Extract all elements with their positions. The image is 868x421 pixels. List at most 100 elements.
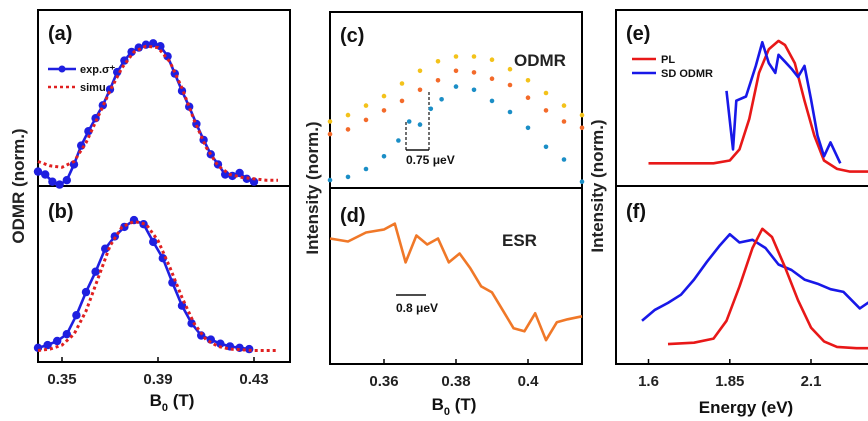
marker-a-6	[77, 141, 85, 149]
point-c-s0-6	[436, 59, 441, 64]
point-c-s2-13	[526, 126, 531, 131]
ylabel-right: Intensity (norm.)	[588, 119, 607, 252]
point-c-s1-2	[364, 118, 369, 123]
marker-a-0	[34, 167, 42, 175]
point-c-s1-13	[562, 119, 567, 124]
marker-a-1	[41, 170, 49, 178]
marker-b-4	[72, 311, 80, 319]
x-tick-label-f-2: 2.1	[801, 373, 822, 390]
point-c-s1-6	[436, 78, 441, 83]
point-c-s0-5	[418, 69, 423, 74]
panel-title-d: ESR	[502, 231, 537, 250]
point-c-s1-11	[526, 95, 531, 100]
legend-a: exp.σ⁺ simu.	[48, 64, 116, 94]
annotation-d: 0.8 μeV	[396, 295, 438, 315]
point-c-s0-9	[490, 57, 495, 62]
legend-a-exp-text: exp.σ⁺	[80, 64, 116, 76]
legend-e: PL SD ODMR	[632, 54, 713, 80]
legend-e-pl-text: PL	[661, 54, 675, 66]
point-c-s2-12	[508, 110, 513, 115]
frame-c	[330, 12, 582, 188]
point-c-s0-8	[472, 54, 477, 59]
panel-label-f: (f)	[626, 201, 646, 223]
annotation-d-text: 0.8 μeV	[396, 301, 438, 315]
point-c-s2-16	[580, 179, 585, 184]
point-c-s1-7	[454, 69, 459, 74]
legend-a-simu-text: simu.	[80, 82, 109, 94]
marker-b-12	[149, 238, 157, 246]
point-c-s1-9	[490, 76, 495, 81]
panel-label-c: (c)	[340, 25, 364, 47]
x-tick-label-b-1: 0.39	[143, 371, 172, 388]
point-c-s1-10	[508, 83, 513, 88]
point-c-s2-2	[364, 167, 369, 172]
point-c-s2-3	[382, 154, 387, 159]
point-c-s2-11	[490, 99, 495, 104]
point-c-s1-14	[580, 126, 585, 131]
point-c-s1-8	[472, 70, 477, 75]
series-line-f-1	[668, 229, 868, 348]
xlabel-d: B0 (T)	[432, 395, 477, 418]
series-line-b-0	[38, 220, 249, 349]
point-c-s2-14	[544, 145, 549, 150]
point-c-s1-1	[346, 127, 351, 132]
plot-c	[328, 54, 585, 184]
point-c-s0-11	[526, 78, 531, 83]
series-line-b-1	[38, 222, 278, 351]
x-tick-label-f-0: 1.6	[638, 373, 659, 390]
point-c-s0-4	[400, 81, 405, 86]
plot-b	[34, 216, 278, 353]
annotation-c-text: 0.75 μeV	[406, 153, 455, 167]
point-c-s0-1	[346, 113, 351, 118]
x-tick-label-b-0: 0.35	[47, 371, 76, 388]
point-c-s1-3	[382, 108, 387, 113]
point-c-s0-7	[454, 54, 459, 59]
plot-e	[649, 41, 868, 172]
point-c-s1-4	[400, 99, 405, 104]
point-c-s0-13	[562, 103, 567, 108]
series-line-a-1	[38, 46, 278, 180]
x-tick-label-b-2: 0.43	[239, 371, 268, 388]
plot-a	[34, 39, 278, 189]
point-c-s2-8	[439, 97, 444, 102]
plot-d	[330, 224, 582, 341]
series-line-f-0	[642, 234, 868, 320]
point-c-s0-3	[382, 94, 387, 99]
point-c-s2-5	[407, 119, 412, 124]
point-c-s1-0	[328, 132, 333, 137]
point-c-s2-0	[328, 178, 333, 183]
point-c-s0-12	[544, 91, 549, 96]
marker-a-4	[63, 176, 71, 184]
point-c-s2-1	[346, 175, 351, 180]
point-c-s2-4	[396, 138, 401, 143]
point-c-s1-12	[544, 108, 549, 113]
xlabel-f: Energy (eV)	[699, 398, 793, 417]
marker-b-3	[63, 330, 71, 338]
panel-label-b: (b)	[48, 201, 74, 223]
plot-f	[642, 229, 868, 348]
x-tick-label-d-0: 0.36	[369, 373, 398, 390]
point-c-s2-9	[454, 84, 459, 89]
series-line-d-0	[330, 224, 582, 341]
x-tick-label-d-2: 0.4	[518, 373, 540, 390]
frame-b	[38, 186, 290, 362]
point-c-s1-5	[418, 88, 423, 93]
series-line-e-1	[727, 42, 841, 163]
panel-label-d: (d)	[340, 205, 366, 227]
point-c-s0-14	[580, 113, 585, 118]
marker-a-2	[48, 178, 56, 186]
point-c-s2-10	[472, 88, 477, 93]
panel-title-c: ODMR	[514, 51, 566, 70]
marker-b-6	[91, 268, 99, 276]
point-c-s2-7	[429, 107, 434, 112]
point-c-s0-2	[364, 103, 369, 108]
marker-b-5	[82, 288, 90, 296]
ylabel-left: ODMR (norm.)	[9, 128, 28, 243]
x-tick-label-d-1: 0.38	[441, 373, 470, 390]
point-c-s2-15	[562, 157, 567, 162]
point-c-s0-0	[328, 119, 333, 124]
marker-a-3	[55, 180, 63, 188]
xlabel-b: B0 (T)	[150, 391, 195, 414]
ylabel-mid: Intensity (norm.)	[303, 121, 322, 254]
